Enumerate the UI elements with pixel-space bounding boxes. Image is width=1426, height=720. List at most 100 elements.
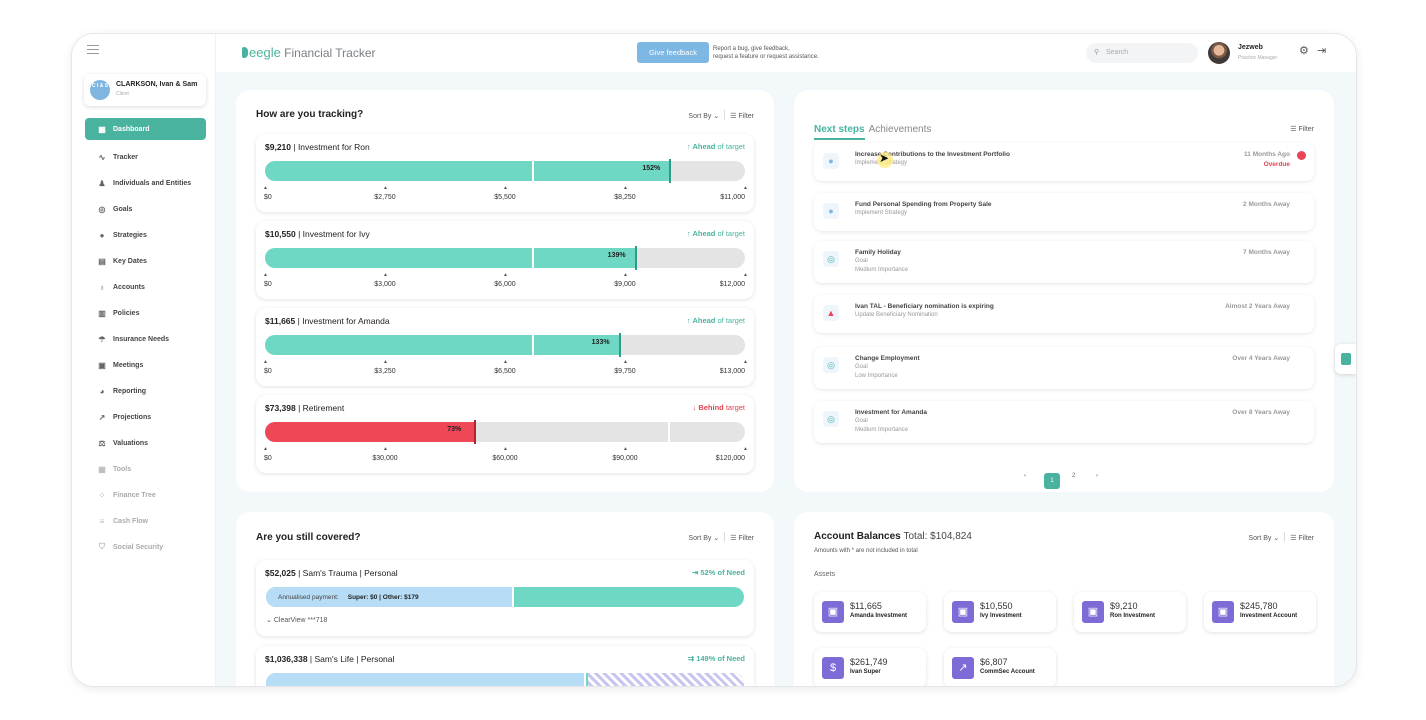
next-step-type: Implement Strategy	[855, 210, 908, 216]
search-placeholder: Search	[1106, 49, 1129, 56]
axis-caret-icon: ▲	[383, 446, 388, 452]
tab-achievements[interactable]: Achievements	[868, 124, 932, 135]
sidebar-item-projections[interactable]: ↗ Projections	[85, 404, 206, 430]
investment-icon: ▣	[822, 601, 844, 623]
pager-next-button[interactable]: ›	[1096, 473, 1098, 479]
next-step-title: Change Employment	[855, 355, 920, 362]
tree-icon: ⁘	[98, 490, 106, 500]
next-step-title: Increase Contributions to the Investment…	[855, 151, 1010, 158]
coverage-bar-annual	[266, 673, 586, 686]
sidebar-item-insurance-needs[interactable]: ☂ Insurance Needs	[85, 326, 206, 352]
sidebar-item-tracker[interactable]: ∿ Tracker	[85, 144, 206, 170]
divider	[1284, 532, 1286, 542]
sidebar-item-finance-tree[interactable]: ⁘ Finance Tree	[85, 482, 206, 508]
tracking-item[interactable]: $11,665 | Investment for Amanda ↑ Ahead o…	[256, 308, 754, 386]
axis-tick-label: $90,000	[612, 455, 638, 462]
next-step-importance: Low Importance	[855, 373, 898, 379]
sidebar-item-tools[interactable]: ▦ Tools	[85, 456, 206, 482]
next-steps-filter-button[interactable]: ☰ Filter	[1290, 125, 1314, 133]
tracking-item[interactable]: $10,550 | Investment for Ivy ↑ Ahead of t…	[256, 221, 754, 299]
coverage-arrow-icon: ⇥	[692, 568, 699, 577]
sort-by-button[interactable]: Sort By ⌄	[688, 113, 719, 120]
sidebar-item-meetings[interactable]: ▣ Meetings	[85, 352, 206, 378]
next-step-item[interactable]: ▲ Ivan TAL - Beneficiary nomination is ex…	[814, 295, 1314, 333]
axis-tick-label: $9,000	[614, 281, 636, 288]
filter-button[interactable]: ☰ Filter	[730, 535, 754, 542]
account-tile[interactable]: ↗ $6,807 CommSec Account	[944, 648, 1056, 686]
next-step-item[interactable]: ● Fund Personal Spending from Property Sa…	[814, 193, 1314, 231]
tracking-item[interactable]: $9,210 | Investment for Ron ↑ Ahead of ta…	[256, 134, 754, 212]
sidebar-item-goals[interactable]: ◎ Goals	[85, 196, 206, 222]
account-tile[interactable]: ▣ $245,780 Investment Account	[1204, 592, 1316, 632]
user-avatar[interactable]	[1208, 42, 1230, 64]
progress-bar	[265, 161, 745, 181]
tracking-status-rest: of target	[715, 229, 745, 238]
tracking-amount: $10,550	[265, 229, 296, 239]
next-step-type: Goal	[855, 258, 868, 264]
filter-button[interactable]: ☰ Filter	[1290, 535, 1314, 542]
sidebar-item-accounts[interactable]: ♁ Accounts	[85, 274, 206, 300]
tracking-label: Retirement	[302, 403, 345, 413]
filter-button[interactable]: ☰ Filter	[730, 113, 754, 120]
tracking-item[interactable]: $73,398 | Retirement ↓ Behind target 73% ▲ $…	[256, 395, 754, 473]
axis-tick-label: $6,500	[494, 368, 516, 375]
sidebar-item-policies[interactable]: ▥ Policies	[85, 300, 206, 326]
app-logo[interactable]: eegle Financial Tracker	[242, 45, 376, 60]
sort-by-button[interactable]: Sort By ⌄	[688, 535, 719, 542]
user-name: Jezweb	[1238, 44, 1263, 51]
side-panel-tab[interactable]	[1335, 344, 1356, 374]
meeting-icon: ▣	[98, 360, 106, 370]
sort-by-button[interactable]: Sort By ⌄	[1248, 535, 1279, 542]
client-card[interactable]: C I & S CLARKSON, Ivan & Sam Client	[84, 74, 206, 106]
search-input[interactable]: ⚲ Search	[1086, 43, 1198, 63]
sidebar-item-social-security[interactable]: ⛉ Social Security	[85, 534, 206, 560]
document-icon: ▥	[98, 308, 106, 318]
coverage-item[interactable]: $1,036,338 | Sam's Life | Personal ⇉ 149…	[256, 646, 754, 686]
progress-bar	[265, 335, 745, 355]
tracking-label: Investment for Ron	[297, 142, 370, 152]
coverage-bar	[266, 673, 744, 686]
next-step-item[interactable]: ◎ Change Employment Goal Low Importance Over…	[814, 347, 1314, 389]
account-tile[interactable]: ▣ $10,550 Ivy Investment	[944, 592, 1056, 632]
target-tick	[531, 161, 534, 181]
money-bag-icon: $	[822, 657, 844, 679]
account-tile[interactable]: ▣ $11,665 Amanda Investment	[814, 592, 926, 632]
sort-by-label: Sort By	[688, 535, 712, 542]
next-step-item[interactable]: ◎ Investment for Amanda Goal Medium Importa…	[814, 401, 1314, 443]
sidebar-item-individuals-and-entities[interactable]: ♟ Individuals and Entities	[85, 170, 206, 196]
coverage-need-label: 52% of Need	[700, 568, 745, 577]
give-feedback-button[interactable]: Give feedback	[637, 42, 709, 63]
logout-icon[interactable]: ⇥	[1317, 45, 1327, 57]
tools-icon: ▦	[98, 464, 106, 474]
sidebar-item-dashboard[interactable]: ▦ Dashboard	[85, 118, 206, 140]
pager-page-1[interactable]: 1	[1044, 473, 1060, 489]
sidebar-item-cash-flow[interactable]: ≡ Cash Flow	[85, 508, 206, 534]
sidebar-item-strategies[interactable]: ● Strategies	[85, 222, 206, 248]
next-step-item[interactable]: ◎ Family Holiday Goal Medium Importance 7 Mo…	[814, 241, 1314, 283]
sidebar-item-valuations[interactable]: ⚖ Valuations	[85, 430, 206, 456]
progress-bar-fill	[265, 161, 671, 181]
sidebar-item-key-dates[interactable]: ▤ Key Dates	[85, 248, 206, 274]
axis-caret-icon: ▲	[383, 185, 388, 191]
sidebar-item-reporting[interactable]: ◕ Reporting	[85, 378, 206, 404]
gear-icon[interactable]: ⚙	[1299, 45, 1309, 57]
coverage-item[interactable]: $52,025 | Sam's Trauma | Personal ⇥ 52% …	[256, 560, 754, 636]
next-step-title: Fund Personal Spending from Property Sal…	[855, 201, 992, 208]
filter-icon: ☰	[1290, 126, 1297, 133]
menu-icon[interactable]	[87, 45, 99, 57]
tab-next-steps[interactable]: Next steps	[814, 124, 865, 140]
overdue-dot-icon	[1297, 151, 1306, 160]
person-icon: ♟	[98, 178, 106, 188]
pager-prev-button[interactable]: ‹	[1024, 473, 1026, 479]
app-window: C I & S CLARKSON, Ivan & Sam Client ▦ Das…	[72, 34, 1356, 686]
balances-total: Total: $104,824	[903, 531, 972, 542]
filter-icon: ☰	[1290, 535, 1297, 542]
account-tile[interactable]: ▣ $9,210 Ron Investment	[1074, 592, 1186, 632]
sidebar-item-label: Tracker	[113, 153, 138, 161]
account-tile[interactable]: $ $261,749 Ivan Super	[814, 648, 926, 686]
coverage-provider-toggle[interactable]: ⌄ ClearView ***718	[266, 616, 327, 624]
pager-page-2[interactable]: 2	[1072, 473, 1076, 479]
tracking-label: Investment for Amanda	[302, 316, 390, 326]
coverage-arrow-icon: ⇉	[687, 654, 695, 663]
account-amount: $10,550	[980, 601, 1013, 611]
